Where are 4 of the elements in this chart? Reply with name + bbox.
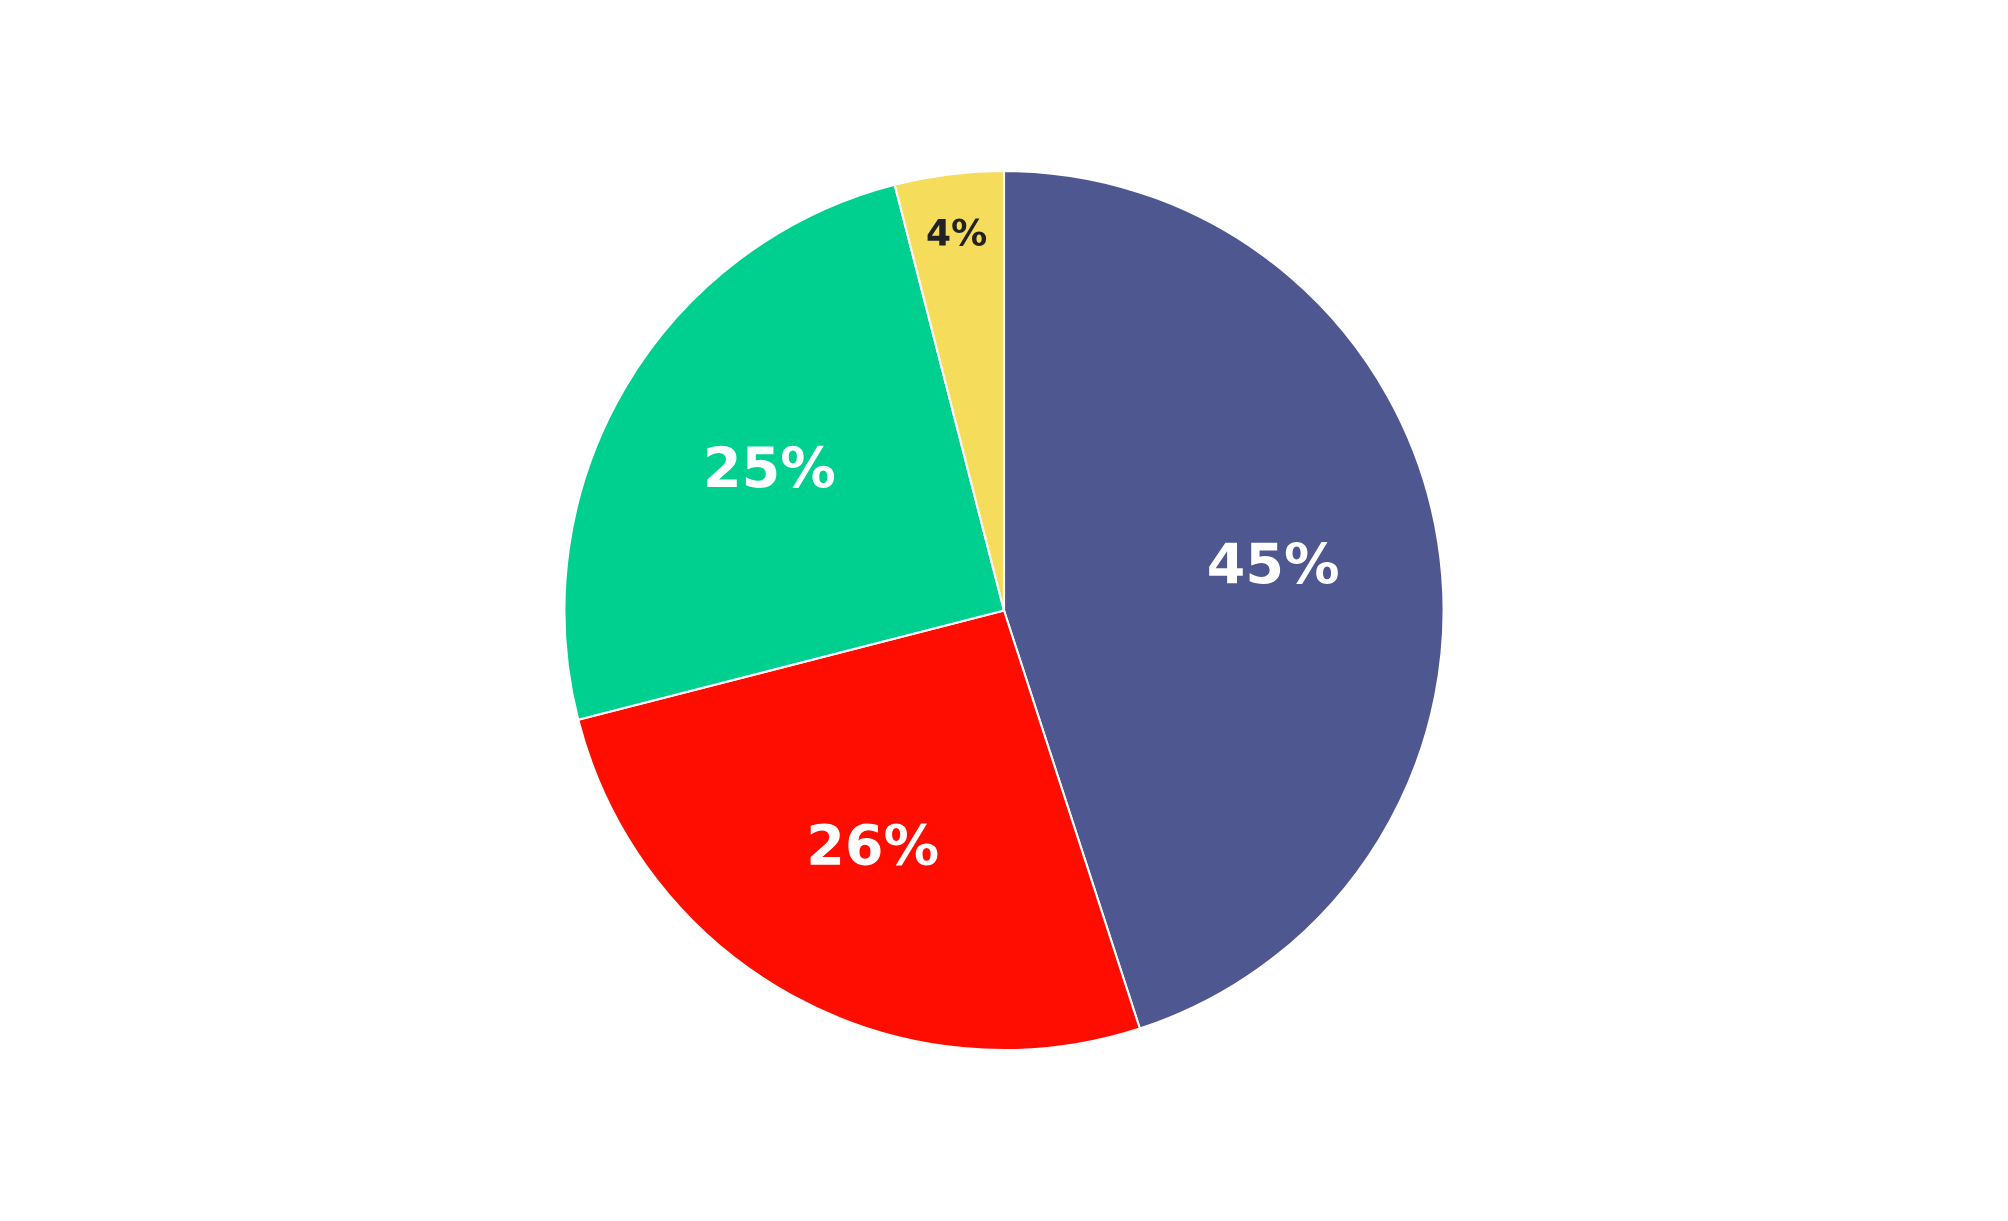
data-label: 25% <box>707 445 835 488</box>
data-label: 4% <box>927 218 987 246</box>
data-label: 45% <box>1209 541 1338 584</box>
data-label: 26% <box>810 823 938 866</box>
